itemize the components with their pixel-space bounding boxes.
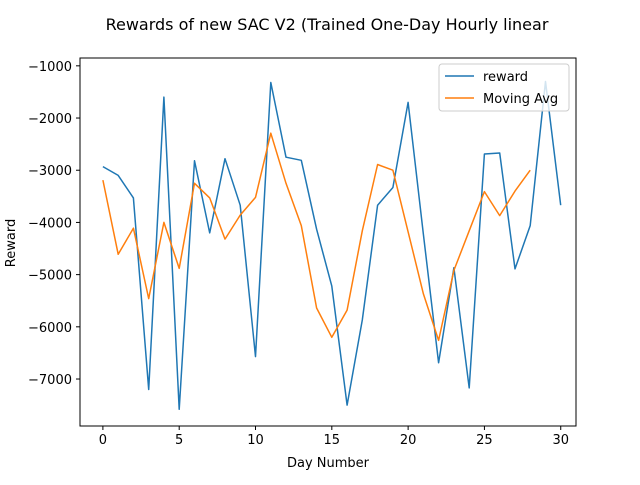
plot-area-frame	[80, 58, 576, 426]
legend: reward Moving Avg	[439, 64, 569, 111]
y-tick-label: −1000	[28, 60, 72, 75]
y-tick-label: −3000	[28, 164, 72, 179]
legend-label-reward: reward	[483, 70, 528, 85]
x-axis-label: Day Number	[287, 456, 370, 471]
x-tick-label: 0	[99, 433, 107, 448]
y-axis-label: Reward	[4, 219, 19, 267]
legend-label-moving-avg: Moving Avg	[483, 92, 558, 107]
y-tick-label: −5000	[28, 269, 72, 284]
y-tick-label: −2000	[28, 112, 72, 127]
x-tick-label: 5	[175, 433, 183, 448]
x-tick-label: 25	[476, 433, 493, 448]
x-tick-label: 30	[552, 433, 569, 448]
y-tick-label: −7000	[28, 373, 72, 388]
y-tick-label: −6000	[28, 321, 72, 336]
x-tick-label: 20	[400, 433, 417, 448]
chart-title: Rewards of new SAC V2 (Trained One-Day H…	[106, 15, 549, 34]
x-tick-label: 15	[324, 433, 341, 448]
x-tick-label: 10	[247, 433, 264, 448]
y-tick-label: −4000	[28, 216, 72, 231]
